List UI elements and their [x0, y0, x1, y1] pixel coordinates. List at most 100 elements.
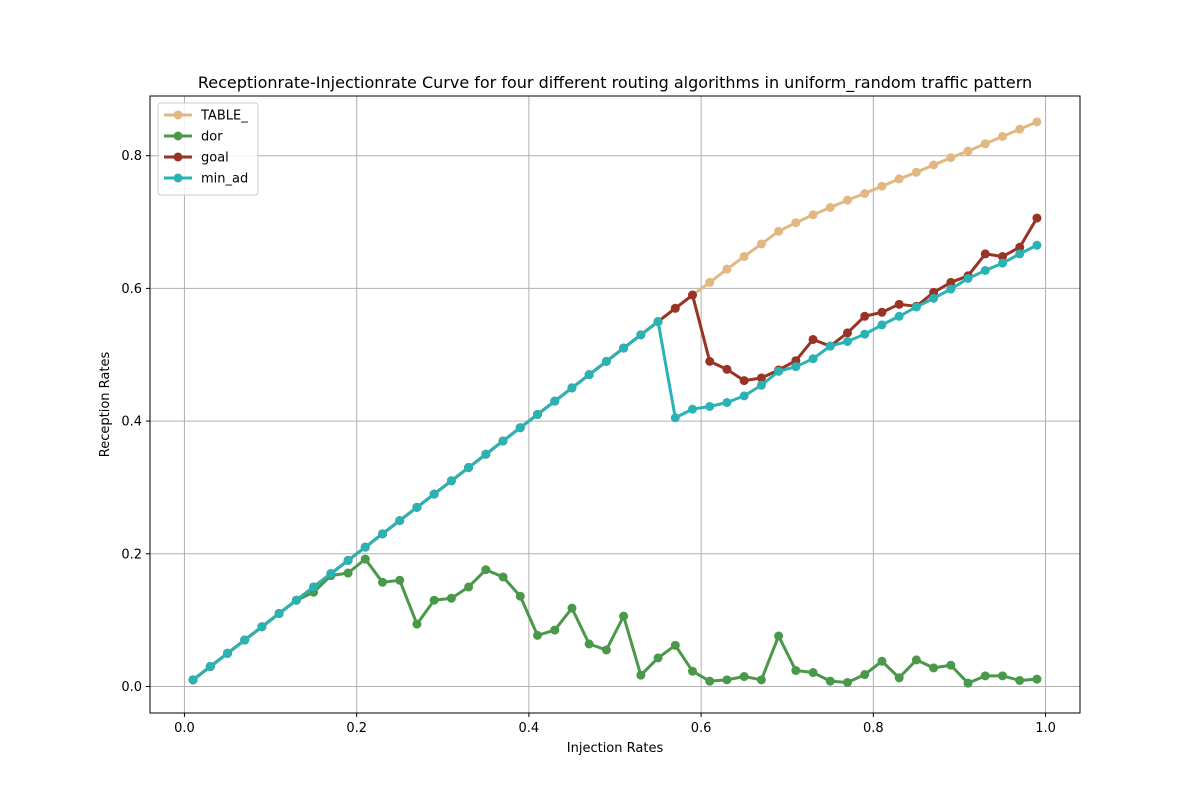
data-point [756, 239, 766, 249]
data-point [601, 356, 611, 366]
data-point [998, 131, 1007, 141]
data-point [636, 670, 646, 680]
legend-box [157, 102, 259, 196]
data-point [808, 668, 818, 678]
grid-lines [150, 96, 1080, 713]
data-point [240, 635, 250, 645]
data-point [722, 398, 732, 408]
data-point [326, 569, 336, 579]
data-point [1032, 674, 1042, 684]
data-point [291, 595, 301, 605]
data-point [653, 317, 663, 327]
data-point [567, 603, 577, 613]
data-point [998, 252, 1007, 262]
data-point [791, 362, 801, 372]
x-tick-label: 1.0 [1035, 721, 1056, 736]
data-point [963, 678, 973, 688]
data-point [774, 366, 784, 376]
data-point [808, 210, 818, 220]
x-tick-label: 0.4 [519, 721, 540, 736]
data-point [722, 364, 732, 374]
data-point [998, 258, 1007, 268]
data-point [894, 174, 904, 184]
legend-marker [173, 152, 183, 162]
legend-label: goal [201, 151, 229, 166]
data-point [963, 273, 973, 283]
data-point [705, 401, 715, 411]
data-point [1015, 675, 1025, 685]
data-point [223, 648, 232, 658]
data-point [946, 153, 956, 163]
y-tick-label: 0.2 [121, 547, 142, 562]
data-point [843, 336, 852, 346]
data-point [584, 639, 594, 649]
data-point [825, 341, 835, 351]
data-point [860, 189, 870, 199]
data-point [446, 476, 456, 486]
data-point [980, 265, 990, 275]
data-point [360, 542, 370, 552]
data-point [446, 593, 456, 603]
data-point [688, 290, 697, 300]
data-point [911, 167, 921, 177]
data-point [378, 577, 387, 587]
data-point [705, 277, 715, 287]
data-point [739, 252, 749, 262]
data-point [808, 354, 818, 364]
data-point [481, 449, 491, 459]
data-point [774, 226, 784, 236]
y-tick-label: 0.0 [121, 680, 142, 695]
data-point [946, 277, 956, 287]
data-point [825, 202, 835, 212]
series-min-ad [188, 240, 1042, 685]
data-point [257, 622, 267, 632]
data-point [1032, 240, 1042, 250]
data-point [894, 673, 904, 683]
data-point [378, 529, 387, 539]
data-point [1032, 213, 1042, 223]
data-point [774, 631, 784, 641]
data-point [911, 655, 921, 665]
data-point [670, 413, 680, 423]
data-point [860, 670, 870, 680]
data-point [567, 383, 577, 393]
legend-label: dor [201, 130, 223, 145]
data-point [756, 675, 766, 685]
data-point [343, 555, 353, 565]
x-axis-label: Injection Rates [567, 741, 664, 756]
data-point [980, 671, 990, 681]
data-point [877, 307, 887, 317]
data-point [843, 328, 852, 338]
legend-item: min_ad [164, 172, 248, 187]
data-point [894, 299, 904, 309]
chart-title: Receptionrate-Injectionrate Curve for fo… [198, 73, 1032, 93]
data-point [1015, 124, 1025, 134]
data-point [705, 676, 715, 686]
data-point [791, 666, 801, 676]
x-tick-label: 0.0 [174, 721, 195, 736]
data-point [515, 591, 525, 601]
data-point [980, 139, 990, 149]
data-point [188, 675, 198, 685]
data-point [395, 575, 405, 585]
y-tick-label: 0.4 [121, 415, 142, 430]
data-point [739, 391, 749, 401]
legend-marker [173, 110, 183, 120]
legend-label: min_ad [201, 172, 248, 187]
data-point [395, 516, 405, 526]
data-point [688, 404, 697, 414]
data-point [756, 380, 766, 390]
data-point [619, 343, 629, 353]
data-point [1015, 249, 1025, 259]
data-point [877, 320, 887, 330]
data-point [670, 640, 680, 650]
series-layer [188, 117, 1042, 688]
legend-label: TABLE_ [200, 109, 248, 124]
data-point [894, 311, 904, 321]
axis-ticks: 0.0 0.2 0.4 0.6 0.8 1.0 0.0 0.2 0.4 0.6 0.8 [121, 149, 1056, 736]
legend-item: goal [164, 151, 229, 166]
legend-item: dor [164, 130, 223, 145]
data-point [464, 463, 474, 473]
data-point [843, 195, 852, 205]
